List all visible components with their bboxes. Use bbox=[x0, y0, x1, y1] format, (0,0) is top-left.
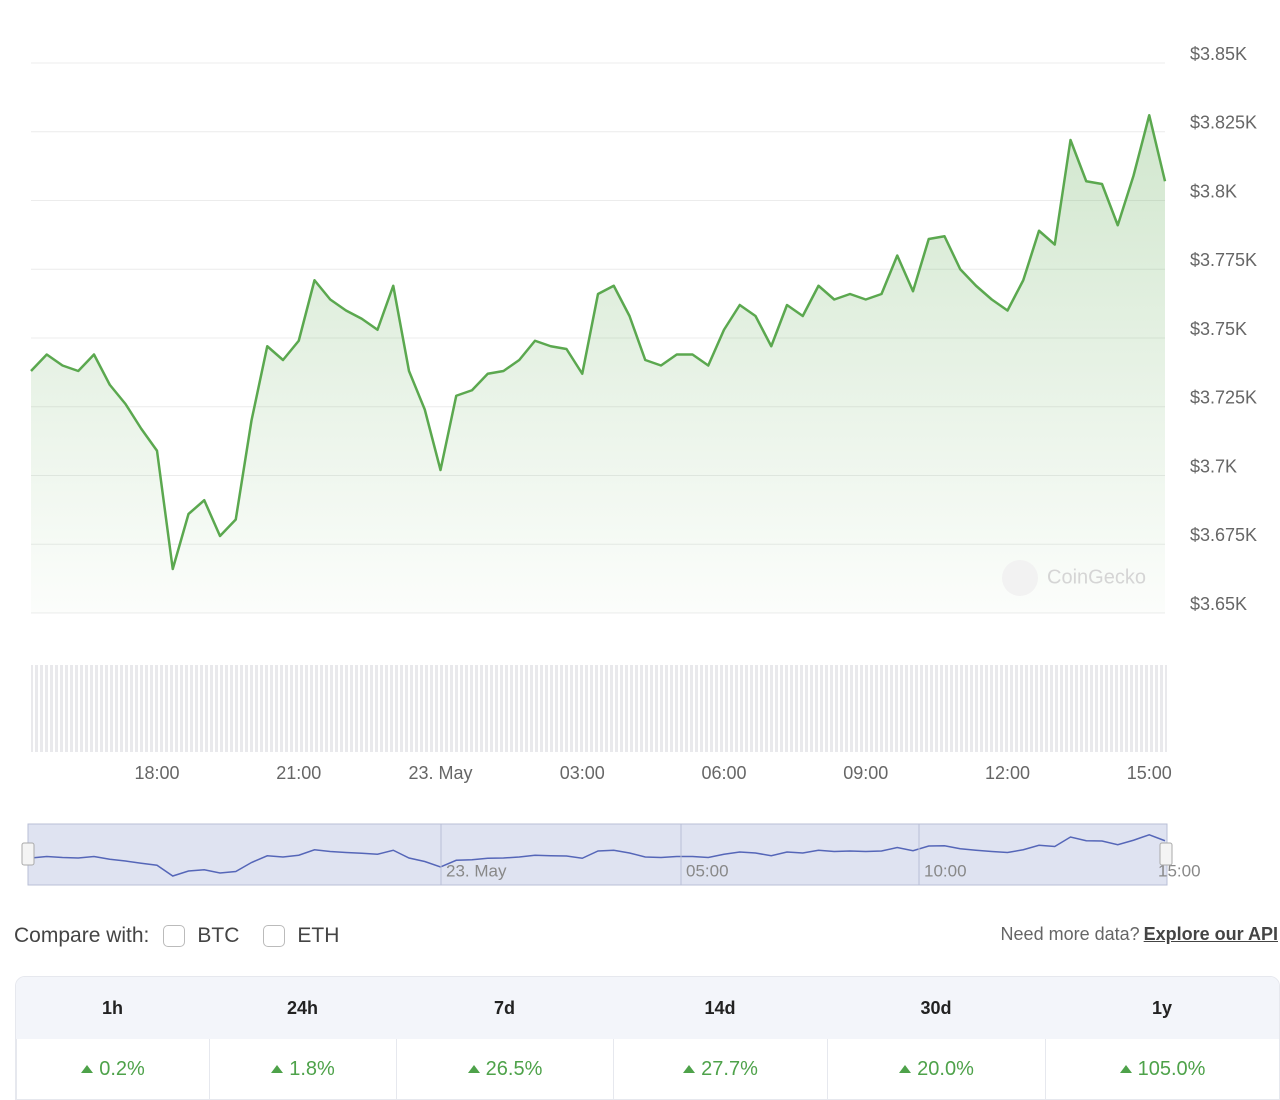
y-tick-label: $3.7K bbox=[1190, 456, 1237, 476]
period-change-text: 27.7% bbox=[701, 1057, 758, 1080]
period-header-text: 24h bbox=[286, 997, 319, 1018]
y-tick-label: $3.775K bbox=[1190, 250, 1257, 270]
up-arrow bbox=[899, 1065, 912, 1073]
period-change-text: 105.0% bbox=[1137, 1057, 1206, 1080]
period-change-text: 1.8% bbox=[289, 1057, 335, 1080]
period-header: 1h bbox=[16, 977, 209, 1039]
y-tick-label: $3.65K bbox=[1190, 594, 1247, 614]
up-arrow bbox=[271, 1065, 284, 1073]
up-arrow bbox=[1119, 1065, 1132, 1073]
period-change: 26.5% bbox=[396, 1039, 613, 1099]
navigator-label: 15:00 bbox=[1158, 861, 1201, 880]
period-change: 27.7% bbox=[613, 1039, 827, 1099]
price-line bbox=[30, 114, 1167, 571]
navigator-line bbox=[30, 833, 1166, 877]
x-tick-label: 12:00 bbox=[985, 763, 1030, 783]
checkbox[interactable] bbox=[263, 925, 286, 947]
period-header: 30d bbox=[827, 977, 1045, 1039]
navigator-label: 10:00 bbox=[924, 861, 967, 880]
period-header: 7d bbox=[396, 977, 613, 1039]
compare-row: Compare with: BTC ETH bbox=[14, 918, 1280, 954]
period-header: 24h bbox=[209, 977, 396, 1039]
x-tick-label: 15:00 bbox=[1127, 763, 1172, 783]
x-tick-label: 18:00 bbox=[134, 763, 179, 783]
up-arrow bbox=[81, 1065, 94, 1073]
period-header-text: 1h bbox=[101, 997, 123, 1018]
period-change: 1.8% bbox=[209, 1039, 396, 1099]
x-tick-label: 03:00 bbox=[560, 763, 605, 783]
period-header-text: 1y bbox=[1151, 997, 1173, 1018]
up-arrow bbox=[467, 1065, 480, 1073]
y-tick-label: $3.825K bbox=[1190, 113, 1257, 133]
api-text: Need more data? bbox=[1000, 924, 1140, 944]
compare-label: Compare with: bbox=[14, 924, 150, 947]
navigator-label: 05:00 bbox=[686, 861, 729, 880]
up-arrow bbox=[683, 1065, 696, 1073]
y-tick-label: $3.85K bbox=[1190, 44, 1247, 64]
period-change: 20.0% bbox=[827, 1039, 1045, 1099]
compare-option[interactable]: ETH bbox=[297, 924, 340, 947]
x-tick-label: 09:00 bbox=[843, 763, 888, 783]
y-tick-label: $3.725K bbox=[1190, 388, 1257, 408]
price-area bbox=[31, 115, 1165, 613]
period-header: 14d bbox=[613, 977, 827, 1039]
period-change: 0.2% bbox=[16, 1039, 209, 1099]
chart: $3.65K $3.675K $3.7K $3.725K $3.75K $3.775K $3… bbox=[21, 44, 1257, 886]
x-tick-label: 21:00 bbox=[276, 763, 321, 783]
api-note: Need more data? Explore our API bbox=[1001, 924, 1278, 945]
period-change-text: 26.5% bbox=[485, 1057, 543, 1080]
x-tick-label: 06:00 bbox=[701, 763, 746, 783]
period-header: 1y bbox=[1045, 977, 1279, 1039]
x-tick-label: 23. May bbox=[408, 763, 472, 783]
volume-bars bbox=[31, 665, 1167, 752]
navigator-handle[interactable] bbox=[1159, 842, 1173, 866]
navigator-handle[interactable] bbox=[21, 842, 35, 866]
api-link[interactable]: Explore our API bbox=[1143, 924, 1278, 944]
period-header-text: 14d bbox=[704, 997, 736, 1018]
watermark: CoinGecko bbox=[1047, 566, 1146, 588]
period-change-text: 0.2% bbox=[99, 1057, 145, 1080]
y-tick-label: $3.75K bbox=[1190, 319, 1247, 339]
y-tick-label: $3.675K bbox=[1190, 525, 1257, 545]
compare-option[interactable]: BTC bbox=[197, 924, 240, 947]
y-tick-label: $3.8K bbox=[1190, 181, 1237, 201]
watermark-logo bbox=[1002, 560, 1038, 596]
navigator bbox=[27, 823, 1168, 886]
period-change-text: 20.0% bbox=[917, 1057, 974, 1080]
navigator-label: 23. May bbox=[446, 861, 507, 880]
checkbox[interactable] bbox=[163, 925, 186, 947]
period-header-text: 30d bbox=[920, 997, 952, 1018]
period-change: 105.0% bbox=[1045, 1039, 1279, 1099]
performance-table: 1h 24h 7d 14d 30d 1y 0.2% 1.8% 26.5% 27.7% 20.0% 10… bbox=[15, 976, 1280, 1100]
period-header-text: 7d bbox=[493, 997, 515, 1018]
